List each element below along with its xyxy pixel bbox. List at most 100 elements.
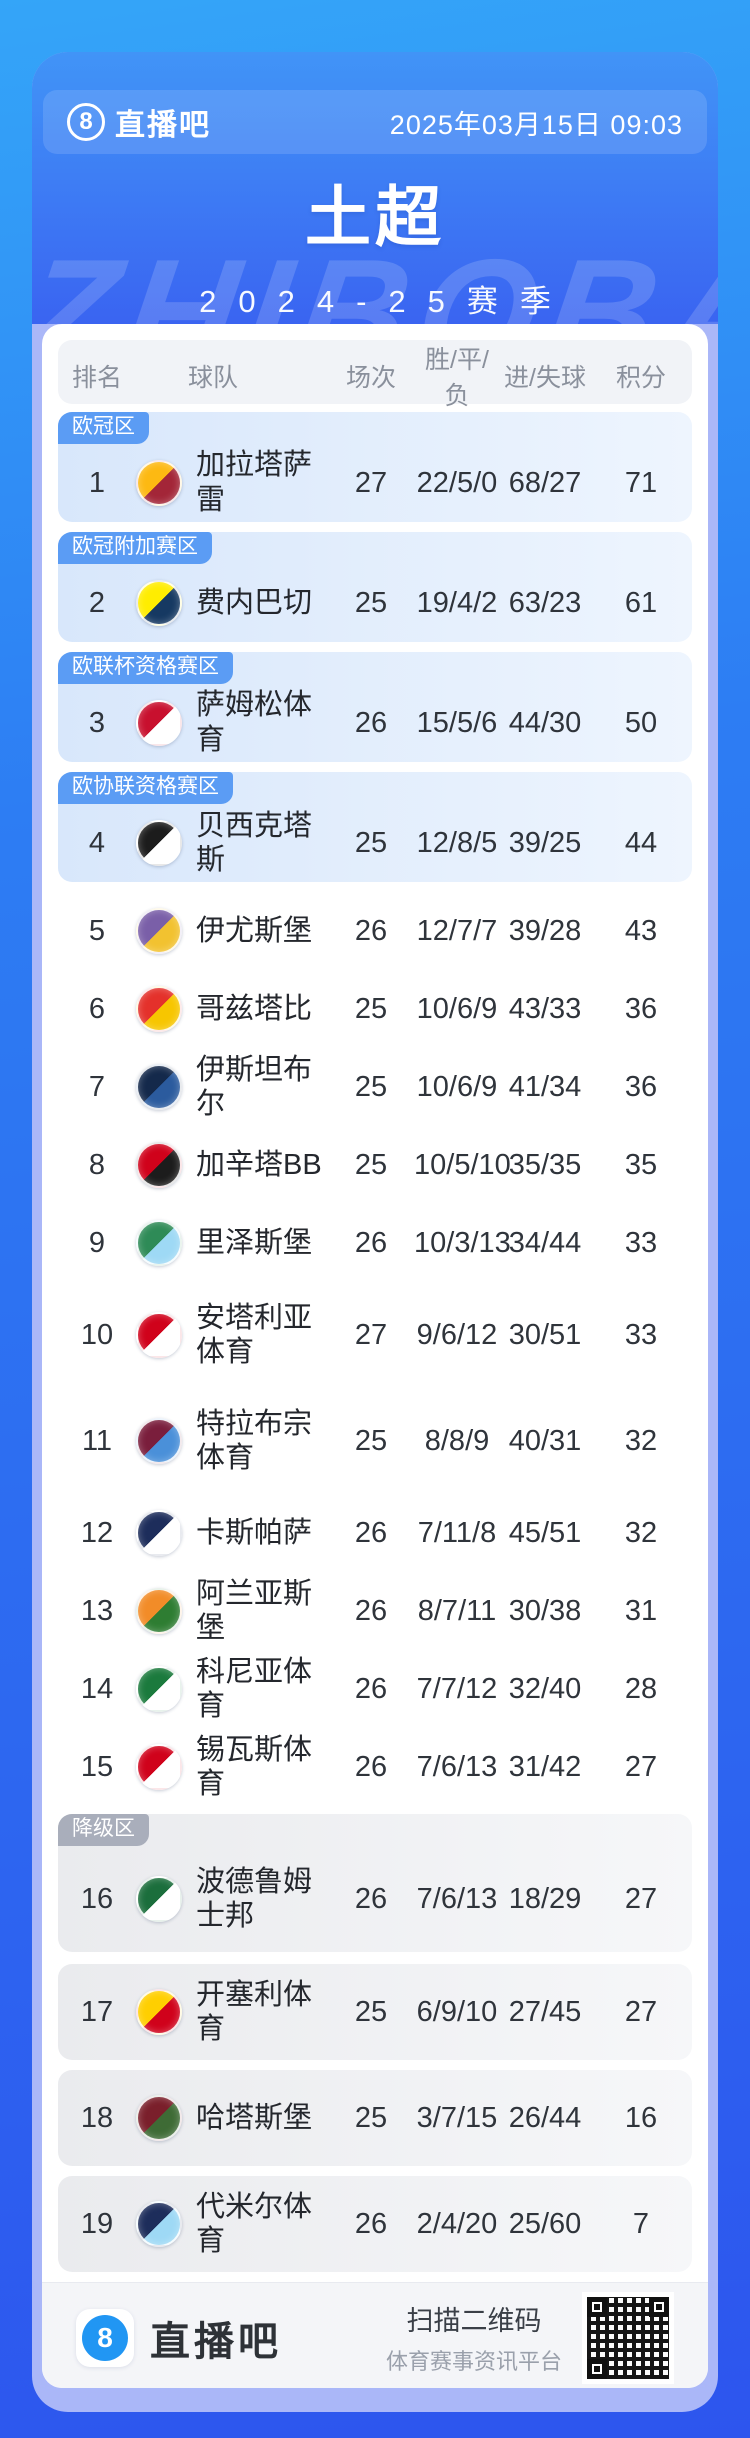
team-crest-icon bbox=[136, 1588, 182, 1635]
team-crest-icon bbox=[136, 2095, 182, 2142]
team-name: 哥兹塔比 bbox=[196, 992, 313, 1025]
qr-pattern bbox=[587, 2296, 669, 2379]
team-cell: 伊尤斯堡 bbox=[136, 908, 328, 955]
col-header-wdl: 胜/平/负 bbox=[425, 346, 489, 410]
table-row[interactable]: 6 哥兹塔比 25 10/6/9 43/33 36 bbox=[58, 970, 692, 1048]
team-crest-icon bbox=[136, 1744, 182, 1791]
table-header-row: 排名 球队 场次 胜/平/负 进/失球 积分 bbox=[58, 340, 692, 410]
table-row[interactable]: 3 萨姆松体育 26 15/5/6 44/30 50 bbox=[58, 684, 692, 762]
team-crest-icon bbox=[136, 1666, 182, 1713]
table-row[interactable]: 14 科尼亚体育 26 7/7/12 32/40 28 bbox=[58, 1650, 692, 1728]
col-header-goals: 进/失球 bbox=[504, 364, 586, 392]
team-name: 科尼亚体育 bbox=[196, 1655, 313, 1723]
team-cell: 萨姆松体育 bbox=[136, 688, 328, 758]
qr-code[interactable] bbox=[582, 2291, 674, 2384]
table-row[interactable]: 9 里泽斯堡 26 10/3/13 34/44 33 bbox=[58, 1204, 692, 1282]
table-row[interactable]: 17 开塞利体育 25 6/9/10 27/45 27 bbox=[58, 1964, 692, 2060]
table-row[interactable]: 2 费内巴切 25 19/4/2 63/23 61 bbox=[58, 564, 692, 642]
played-cell: 26 bbox=[354, 706, 388, 739]
team-name: 伊尤斯堡 bbox=[196, 914, 313, 947]
team-cell: 波德鲁姆士邦 bbox=[136, 1865, 328, 1935]
team-crest-icon bbox=[136, 986, 182, 1033]
team-cell: 卡斯帕萨 bbox=[136, 1510, 328, 1557]
rank-cell: 5 bbox=[88, 914, 106, 947]
wdl-cell: 3/7/15 bbox=[416, 2101, 498, 2134]
app-logo: 8 直播吧 bbox=[67, 100, 211, 144]
points-cell: 16 bbox=[624, 2101, 658, 2134]
row-block: 降级区 16 波德鲁姆士邦 26 7/6/13 18/29 27 bbox=[58, 1814, 692, 1953]
rank-cell: 13 bbox=[80, 1594, 114, 1627]
table-row[interactable]: 4 贝西克塔斯 25 12/8/5 39/25 44 bbox=[58, 804, 692, 882]
played-cell: 27 bbox=[354, 466, 388, 499]
scan-text: 扫描二维码 bbox=[406, 2306, 542, 2337]
team-name: 波德鲁姆士邦 bbox=[196, 1865, 313, 1933]
col-header-team: 球队 bbox=[188, 364, 239, 392]
goals-cell: 43/33 bbox=[508, 992, 582, 1025]
datetime-label: 2025年03月15日 09:03 bbox=[389, 109, 683, 140]
qr-eye-icon bbox=[587, 2358, 607, 2379]
team-crest-icon bbox=[136, 580, 182, 627]
team-name: 里泽斯堡 bbox=[196, 1226, 313, 1259]
goals-cell: 39/25 bbox=[508, 826, 582, 859]
wdl-cell: 7/7/12 bbox=[416, 1672, 498, 1705]
rank-cell: 2 bbox=[88, 586, 106, 619]
points-cell: 27 bbox=[624, 1882, 658, 1915]
table-row[interactable]: 7 伊斯坦布尔 25 10/6/9 41/34 36 bbox=[58, 1048, 692, 1126]
team-crest-icon bbox=[136, 1876, 182, 1923]
goals-cell: 30/38 bbox=[508, 1594, 582, 1627]
hero-section: ZHIBOBA 8 直播吧 2025年03月15日 09:03 土超 2024-… bbox=[32, 52, 718, 324]
points-cell: 71 bbox=[624, 466, 658, 499]
rank-cell: 4 bbox=[88, 826, 106, 859]
points-cell: 32 bbox=[624, 1424, 658, 1457]
team-name: 开塞利体育 bbox=[196, 1978, 313, 2046]
wdl-cell: 8/8/9 bbox=[424, 1424, 490, 1457]
played-cell: 25 bbox=[354, 586, 388, 619]
scan-hint: 扫描二维码 体育赛事资讯平台 bbox=[386, 2299, 562, 2376]
table-body: 欧冠区 1 加拉塔萨雷 27 22/5/0 68/27 71 欧冠附加赛区 2 费内巴切 25 19/… bbox=[42, 412, 708, 2282]
points-cell: 44 bbox=[624, 826, 658, 859]
team-cell: 开塞利体育 bbox=[136, 1978, 328, 2048]
table-row[interactable]: 13 阿兰亚斯堡 26 8/7/11 30/38 31 bbox=[58, 1572, 692, 1650]
goals-cell: 68/27 bbox=[508, 466, 582, 499]
footer-logo-text: 直播吧 bbox=[150, 2319, 282, 2364]
table-row[interactable]: 8 加辛塔BB 25 10/5/10 35/35 35 bbox=[58, 1126, 692, 1204]
goals-cell: 27/45 bbox=[508, 1995, 582, 2028]
col-header-rank: 排名 bbox=[71, 364, 122, 392]
team-cell: 贝西克塔斯 bbox=[136, 809, 328, 879]
played-cell: 25 bbox=[354, 2101, 388, 2134]
played-cell: 25 bbox=[354, 1424, 388, 1457]
table-row[interactable]: 16 波德鲁姆士邦 26 7/6/13 18/29 27 bbox=[58, 1846, 692, 1952]
zone-badge: 欧冠区 bbox=[58, 412, 149, 445]
table-row[interactable]: 19 代米尔体育 26 2/4/20 25/60 7 bbox=[58, 2176, 692, 2272]
wdl-cell: 10/3/13 bbox=[414, 1226, 511, 1259]
table-row[interactable]: 11 特拉布宗体育 25 8/8/9 40/31 32 bbox=[58, 1388, 692, 1494]
team-crest-icon bbox=[136, 1510, 182, 1557]
qr-eye-icon bbox=[587, 2296, 607, 2317]
team-cell: 加辛塔BB bbox=[136, 1142, 328, 1189]
team-crest-icon bbox=[136, 1064, 182, 1111]
team-cell: 特拉布宗体育 bbox=[136, 1407, 328, 1477]
row-block: 欧联杯资格赛区 3 萨姆松体育 26 15/5/6 44/30 50 bbox=[58, 652, 692, 763]
wdl-cell: 6/9/10 bbox=[416, 1995, 498, 2028]
table-row[interactable]: 1 加拉塔萨雷 27 22/5/0 68/27 71 bbox=[58, 444, 692, 522]
wdl-cell: 12/7/7 bbox=[416, 914, 498, 947]
table-row[interactable]: 10 安塔利亚体育 27 9/6/12 30/51 33 bbox=[58, 1282, 692, 1388]
wdl-cell: 2/4/20 bbox=[416, 2207, 498, 2240]
platform-text: 体育赛事资讯平台 bbox=[385, 2349, 562, 2375]
zone-badge: 降级区 bbox=[58, 1814, 149, 1847]
table-row[interactable]: 12 卡斯帕萨 26 7/11/8 45/51 32 bbox=[58, 1494, 692, 1572]
table-row[interactable]: 5 伊尤斯堡 26 12/7/7 39/28 43 bbox=[58, 892, 692, 970]
zone-badge: 欧冠附加赛区 bbox=[58, 532, 212, 565]
team-name: 加辛塔BB bbox=[196, 1148, 322, 1181]
points-cell: 31 bbox=[624, 1594, 658, 1627]
rank-cell: 9 bbox=[88, 1226, 106, 1259]
played-cell: 26 bbox=[354, 914, 388, 947]
table-row[interactable]: 15 锡瓦斯体育 26 7/6/13 31/42 27 bbox=[58, 1728, 692, 1806]
points-cell: 33 bbox=[624, 1226, 658, 1259]
goals-cell: 30/51 bbox=[508, 1318, 582, 1351]
table-row[interactable]: 18 哈塔斯堡 25 3/7/15 26/44 16 bbox=[58, 2070, 692, 2166]
goals-cell: 63/23 bbox=[508, 586, 582, 619]
wdl-cell: 12/8/5 bbox=[416, 826, 498, 859]
rank-cell: 17 bbox=[80, 1995, 114, 2028]
team-name: 贝西克塔斯 bbox=[196, 809, 313, 877]
